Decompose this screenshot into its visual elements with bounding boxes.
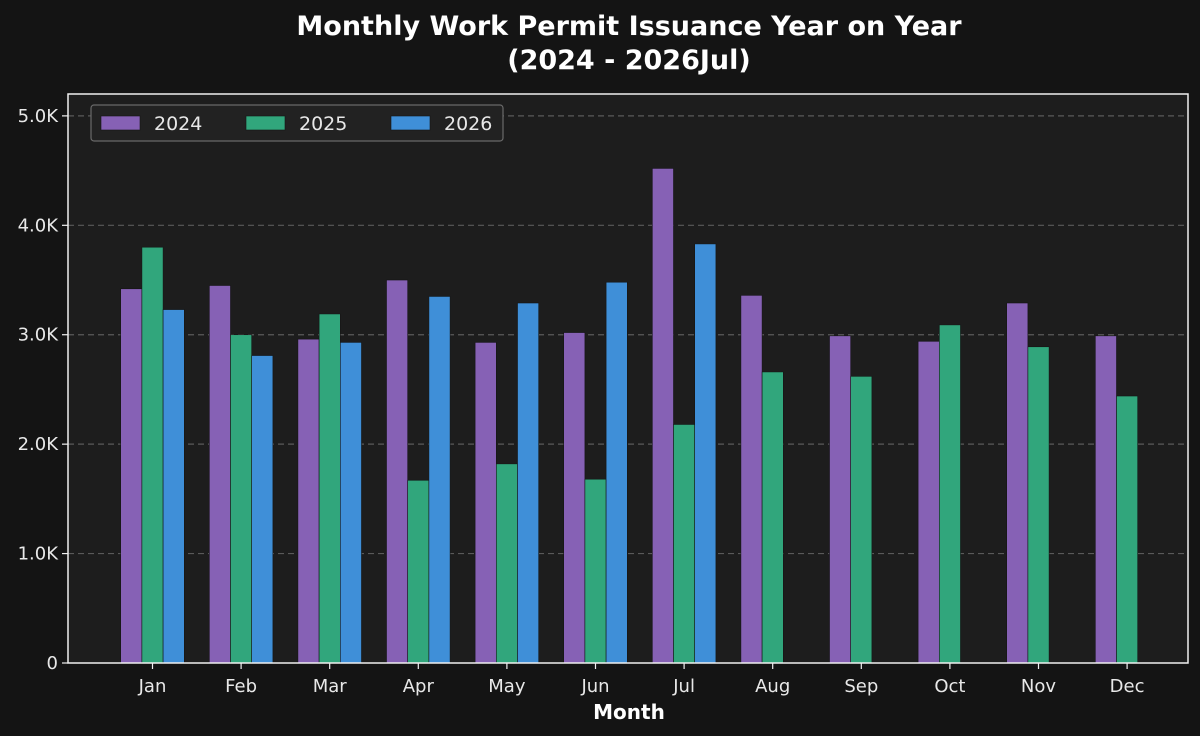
bar-2025-aug <box>761 371 784 664</box>
bar-2024-jul <box>651 168 674 664</box>
x-tick-label: Jul <box>672 676 695 697</box>
x-tick-label: Apr <box>403 676 435 697</box>
legend-swatch-2026 <box>390 115 431 131</box>
bar-2024-oct <box>917 340 940 664</box>
bar-2026-jul <box>694 243 717 664</box>
legend-swatch-2025 <box>245 115 286 131</box>
bar-2026-feb <box>251 355 274 664</box>
x-tick-label: Feb <box>225 676 257 697</box>
y-tick-label: 4.0K <box>18 215 60 236</box>
legend: 2024 2025 2026 <box>90 104 504 142</box>
bar-2024-dec <box>1095 335 1117 664</box>
bar-2024-nov <box>1006 302 1029 664</box>
plot-frame <box>67 93 1189 664</box>
x-tick-label: Jan <box>138 676 167 697</box>
bars <box>120 168 1139 664</box>
chart-subtitle: (2024 - 2026Jul) <box>507 45 751 76</box>
bar-2025-mar <box>318 313 341 664</box>
y-tick-label: 0 <box>47 653 58 674</box>
x-tick-label: May <box>488 676 526 697</box>
y-axis: 0 1.0K 2.0K 3.0K 4.0K 5.0K <box>18 106 68 674</box>
bar-2025-jun <box>584 478 607 664</box>
x-axis: Jan Feb Mar Apr May Jun Jul Aug Sep Oct Nov Dec <box>138 663 1145 697</box>
bar-2026-jan <box>162 309 185 664</box>
bar-2025-jul <box>673 424 696 664</box>
bar-2025-feb <box>230 334 253 664</box>
y-tick-label: 5.0K <box>18 106 60 127</box>
y-tick-label: 3.0K <box>18 325 60 346</box>
legend-box <box>90 104 504 142</box>
x-tick-label: Dec <box>1110 676 1145 697</box>
bar-2024-apr <box>386 279 409 664</box>
y-tick-label: 1.0K <box>18 544 60 565</box>
bar-2025-jan <box>141 246 164 664</box>
bar-2026-mar <box>339 342 362 664</box>
bar-2025-dec <box>1116 395 1139 664</box>
x-tick-label: Mar <box>313 676 348 697</box>
x-tick-label: Jun <box>580 676 609 697</box>
bar-2024-jun <box>563 332 586 664</box>
bar-2025-apr <box>407 479 430 664</box>
bar-2024-may <box>474 342 497 664</box>
chart-title: Monthly Work Permit Issuance Year on Yea… <box>296 11 962 42</box>
x-tick-label: Aug <box>755 676 790 697</box>
legend-label-2025: 2025 <box>299 113 347 135</box>
legend-swatch-2024 <box>100 115 141 131</box>
x-tick-label: Nov <box>1021 676 1056 697</box>
x-tick-label: Oct <box>934 676 965 697</box>
x-axis-label: Month <box>593 700 665 724</box>
x-tick-label: Sep <box>844 676 878 697</box>
bar-2026-apr <box>428 296 451 664</box>
bar-2024-feb <box>209 285 231 664</box>
bar-2024-mar <box>297 338 320 664</box>
grid <box>68 115 1188 555</box>
bar-2025-sep <box>850 376 873 664</box>
bar-2024-aug <box>740 295 763 664</box>
y-tick-label: 2.0K <box>18 434 60 455</box>
bar-2025-oct <box>938 324 961 664</box>
bar-2026-jun <box>605 281 628 664</box>
bar-2026-may <box>517 302 540 664</box>
bar-2025-nov <box>1027 346 1050 664</box>
legend-label-2024: 2024 <box>154 113 202 135</box>
legend-label-2026: 2026 <box>444 113 492 135</box>
bar-2024-jan <box>120 288 143 664</box>
bar-2024-sep <box>829 335 852 664</box>
bar-2025-may <box>495 463 518 664</box>
